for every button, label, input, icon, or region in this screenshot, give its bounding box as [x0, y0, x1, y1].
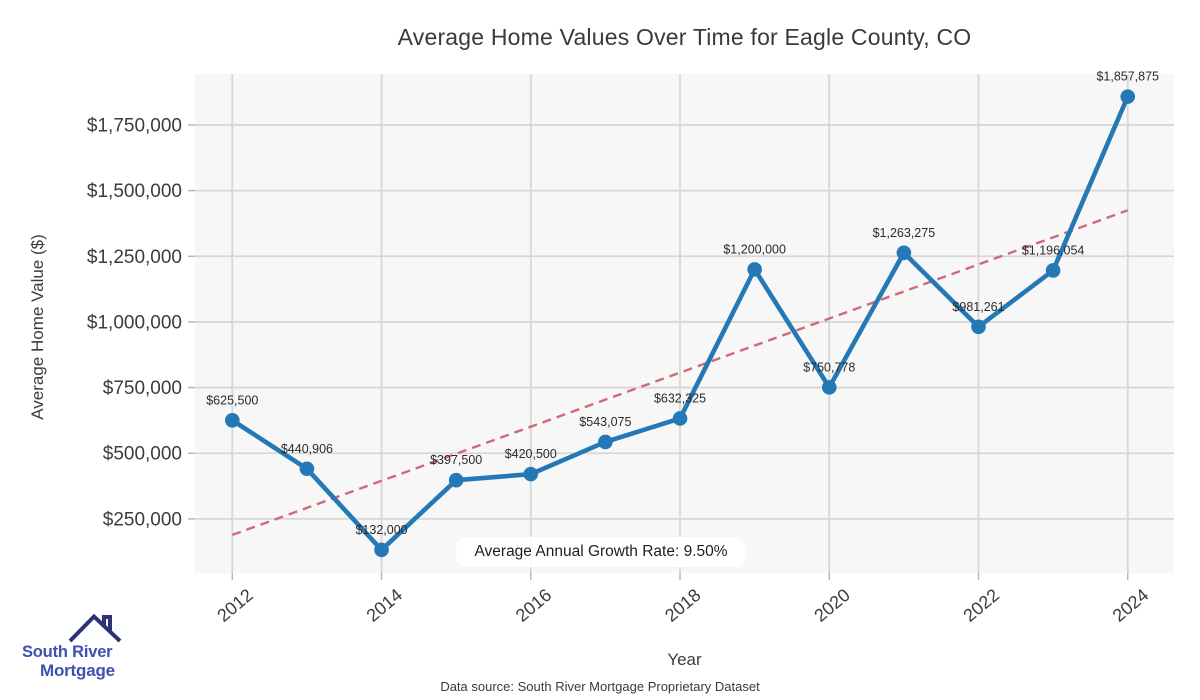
data-point-label: $981,261	[952, 300, 1004, 314]
data-point	[1045, 263, 1061, 278]
data-point-label: $397,500	[430, 453, 482, 467]
data-point	[448, 472, 464, 488]
x-tick-label: 2022	[960, 585, 1004, 626]
roof-outline	[68, 613, 122, 643]
data-point-label: $1,263,275	[873, 226, 936, 240]
logo-text-line2: Mortgage	[40, 661, 115, 680]
data-point	[672, 411, 688, 426]
growth-rate-annotation: Average Annual Growth Rate: 9.50%	[456, 537, 746, 567]
data-point-label: $625,500	[206, 393, 258, 407]
data-source-note: Data source: South River Mortgage Propri…	[440, 679, 760, 694]
data-point-label: $1,200,000	[723, 242, 786, 256]
data-point	[1120, 89, 1136, 104]
y-axis-label: Average Home Value ($)	[28, 234, 47, 420]
trend-line	[231, 209, 1129, 537]
data-point-label: $543,075	[579, 415, 631, 429]
x-tick-label: 2018	[661, 585, 705, 626]
x-tick-label: 2020	[810, 585, 854, 626]
south-river-mortgage-logo: South River Mortgage	[20, 610, 170, 690]
data-point	[896, 245, 912, 261]
y-tick-label: $1,750,000	[87, 115, 182, 136]
data-point	[821, 380, 837, 395]
y-tick-label: $250,000	[103, 509, 182, 530]
logo-text-line1: South River	[22, 643, 113, 661]
x-tick-label: 2012	[213, 585, 257, 626]
y-tick-label: $1,250,000	[87, 247, 182, 268]
data-point	[225, 412, 240, 428]
y-tick-label: $1,500,000	[87, 181, 182, 202]
data-point-label: $1,196,054	[1022, 243, 1085, 257]
data-point	[299, 461, 315, 477]
data-point-label: $440,906	[281, 442, 333, 456]
data-point	[523, 466, 539, 482]
data-point-label: $132,000	[355, 523, 407, 537]
data-point	[971, 319, 986, 335]
y-tick-label: $1,000,000	[87, 312, 182, 333]
x-tick-label: 2014	[363, 585, 407, 626]
plot-area	[195, 74, 1174, 573]
data-point	[598, 434, 613, 450]
y-tick-label: $500,000	[103, 444, 182, 465]
y-tick-label: $750,000	[103, 378, 182, 399]
data-point-label: $750,778	[803, 360, 855, 374]
x-tick-label: 2024	[1109, 585, 1153, 626]
data-point	[747, 262, 762, 277]
data-point	[374, 542, 389, 558]
x-axis-label: Year	[667, 650, 702, 669]
house-roof-icon	[68, 613, 122, 643]
chimney	[102, 615, 112, 632]
data-point-label: $632,325	[654, 391, 706, 405]
x-tick-label: 2016	[512, 585, 556, 626]
data-point-label: $1,857,875	[1096, 70, 1159, 84]
data-point-label: $420,500	[505, 447, 557, 461]
chart-title: Average Home Values Over Time for Eagle …	[397, 24, 972, 50]
